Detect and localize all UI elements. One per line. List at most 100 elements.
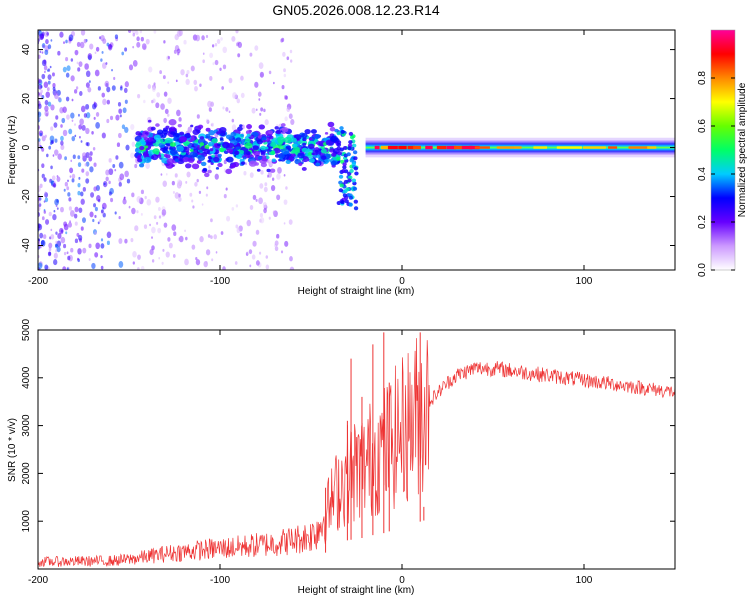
snr-frame	[37, 329, 676, 570]
noise-cell	[283, 73, 287, 78]
excursion-blob	[354, 171, 359, 176]
noise-cell	[43, 200, 46, 203]
carrier-blob	[256, 168, 261, 172]
noise-cell	[85, 82, 90, 88]
carrier-blob	[217, 153, 222, 158]
noise-cell	[74, 221, 78, 226]
noise-cell	[94, 206, 98, 212]
excursion-blob	[347, 146, 352, 151]
noise-cell	[198, 190, 202, 194]
noise-cell	[75, 86, 79, 90]
noise-cell	[48, 242, 53, 249]
noise-cell	[60, 135, 64, 141]
noise-cell	[67, 192, 71, 197]
noise-cell	[56, 246, 61, 253]
carrier-blob	[152, 148, 160, 155]
noise-cell	[57, 153, 62, 160]
noise-cell	[57, 96, 61, 102]
excursion-blob	[353, 206, 359, 211]
noise-cell	[178, 117, 182, 122]
spectrogram-x-tick-label: 0	[399, 276, 405, 287]
snr-line-marks	[38, 332, 675, 567]
noise-cell	[88, 243, 92, 249]
peak-dash	[374, 145, 380, 150]
noise-cell	[207, 234, 211, 238]
noise-cell	[271, 177, 275, 181]
noise-cell	[41, 216, 45, 221]
carrier-blob	[331, 152, 337, 157]
noise-cell	[50, 126, 54, 131]
noise-cell	[214, 42, 218, 47]
noise-cell	[162, 75, 166, 80]
noise-cell	[47, 74, 52, 80]
noise-cell	[80, 191, 84, 197]
noise-cell	[161, 261, 164, 265]
carrier-blob	[271, 158, 277, 163]
noise-cell	[62, 266, 67, 270]
carrier-blob	[163, 153, 168, 158]
noise-cell	[149, 248, 154, 256]
noise-cell	[186, 171, 191, 178]
carrier-blob	[301, 166, 307, 171]
carrier-blob	[202, 167, 208, 172]
noise-cell	[124, 126, 129, 134]
noise-cell	[128, 64, 134, 71]
excursion-blob	[348, 131, 354, 136]
noise-cell	[243, 170, 247, 176]
noise-cell	[106, 240, 110, 246]
carrier-blob	[138, 150, 142, 154]
excursion-blob	[348, 140, 353, 145]
noise-cell	[93, 116, 96, 120]
noise-cell	[100, 209, 104, 214]
noise-cell	[50, 228, 53, 232]
noise-cell	[95, 242, 101, 250]
noise-cell	[258, 98, 261, 101]
colorbar-ticks: 0.0 0.2 0.4 0.6 0.8	[697, 71, 735, 277]
carrier-blob	[320, 145, 325, 150]
noise-cell	[259, 212, 263, 218]
carrier-blob	[190, 146, 194, 150]
noise-cell	[140, 213, 143, 216]
snr-y-tick-label: 4000	[21, 366, 32, 389]
noise-cell	[78, 124, 83, 130]
noise-cell	[103, 182, 106, 186]
excursion-blob	[348, 202, 353, 207]
peak-dash	[461, 145, 473, 150]
noise-cell	[260, 107, 264, 112]
noise-cell	[115, 114, 120, 121]
noise-cell	[249, 52, 253, 57]
noise-cell	[46, 153, 49, 158]
noise-cell	[39, 245, 42, 249]
carrier-blob	[156, 129, 164, 135]
noise-cell	[199, 83, 202, 87]
noise-cell	[78, 234, 83, 241]
carrier-blob	[140, 155, 145, 158]
noise-cell	[192, 205, 195, 209]
carrier-blob	[144, 132, 149, 135]
noise-cell	[77, 182, 81, 188]
noise-cell	[41, 73, 46, 80]
noise-cell	[283, 174, 286, 177]
carrier-blob	[207, 159, 212, 163]
noise-cell	[71, 178, 75, 183]
noise-cell	[44, 105, 49, 112]
carrier-blob	[199, 136, 205, 140]
noise-cell	[289, 49, 293, 54]
noise-cell	[99, 219, 102, 223]
noise-cell	[56, 176, 61, 182]
peak-dash	[446, 145, 456, 150]
noise-cell	[280, 38, 284, 43]
noise-cell	[254, 81, 259, 88]
noise-cell	[272, 81, 275, 85]
carrier-blob	[307, 143, 315, 149]
noise-cell	[145, 38, 150, 45]
carrier-blob	[280, 123, 286, 127]
noise-cell	[163, 91, 168, 97]
excursion-blob	[339, 147, 344, 152]
noise-cell	[100, 238, 104, 242]
noise-cell	[39, 132, 43, 136]
excursion-blob	[352, 186, 358, 191]
noise-cell	[119, 114, 122, 118]
